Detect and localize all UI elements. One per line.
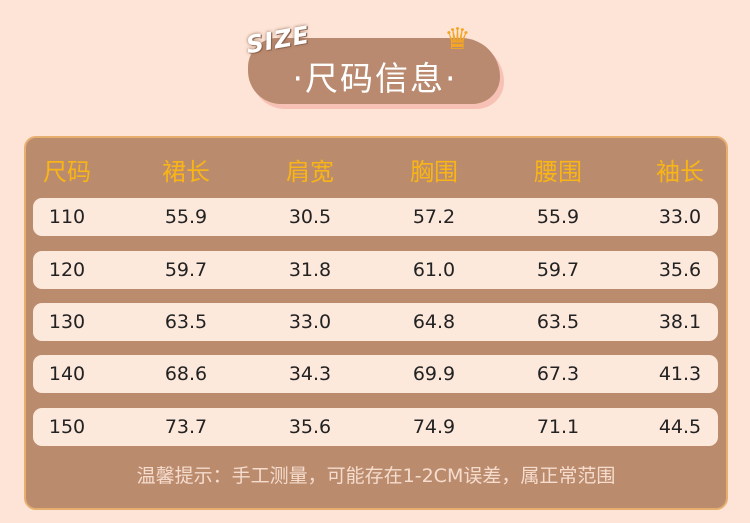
table-cell: 55.9 (536, 206, 580, 228)
table-cell: 63.5 (536, 311, 580, 333)
page-title: ·尺码信息· (292, 59, 458, 98)
table-cell: 61.0 (412, 259, 456, 281)
column-header: 裙长 (162, 158, 210, 186)
table-cell: 140 (48, 363, 86, 385)
title-banner (248, 38, 500, 104)
table-cell: 35.6 (288, 416, 332, 438)
table-cell: 64.8 (412, 311, 456, 333)
table-cell: 33.0 (658, 206, 702, 228)
table-row: 110 55.9 30.5 57.2 55.9 33.0 (33, 198, 718, 236)
table-cell: 63.5 (164, 311, 208, 333)
table-cell: 30.5 (288, 206, 332, 228)
table-cell: 57.2 (412, 206, 456, 228)
table-cell: 59.7 (536, 259, 580, 281)
table-cell: 31.8 (288, 259, 332, 281)
table-cell: 71.1 (536, 416, 580, 438)
table-row: 140 68.6 34.3 69.9 67.3 41.3 (33, 355, 718, 393)
table-cell: 69.9 (412, 363, 456, 385)
table-cell: 44.5 (658, 416, 702, 438)
column-header: 胸围 (410, 158, 458, 186)
table-cell: 150 (48, 416, 86, 438)
column-header: 肩宽 (286, 158, 334, 186)
table-cell: 130 (48, 311, 86, 333)
table-cell: 35.6 (658, 259, 702, 281)
table-cell: 33.0 (288, 311, 332, 333)
table-cell: 68.6 (164, 363, 208, 385)
table-cell: 38.1 (658, 311, 702, 333)
crown-icon: ♛ (444, 22, 471, 57)
table-cell: 120 (48, 259, 86, 281)
table-cell: 34.3 (288, 363, 332, 385)
table-cell: 55.9 (164, 206, 208, 228)
table-cell: 41.3 (658, 363, 702, 385)
column-header: 袖长 (656, 158, 704, 186)
table-cell: 67.3 (536, 363, 580, 385)
column-header: 尺码 (43, 158, 91, 186)
table-cell: 74.9 (412, 416, 456, 438)
table-cell: 59.7 (164, 259, 208, 281)
table-row: 130 63.5 33.0 64.8 63.5 38.1 (33, 303, 718, 341)
table-row: 150 73.7 35.6 74.9 71.1 44.5 (33, 408, 718, 446)
table-row: 120 59.7 31.8 61.0 59.7 35.6 (33, 251, 718, 289)
column-header: 腰围 (534, 158, 582, 186)
table-cell: 73.7 (164, 416, 208, 438)
table-cell: 110 (48, 206, 86, 228)
footer-note: 温馨提示：手工测量，可能存在1-2CM误差，属正常范围 (136, 465, 616, 487)
